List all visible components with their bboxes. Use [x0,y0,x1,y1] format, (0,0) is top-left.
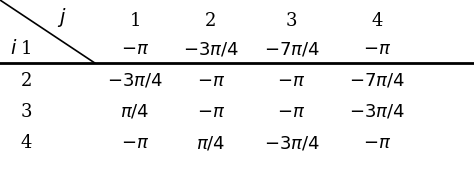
Text: $-3\pi/4$: $-3\pi/4$ [349,103,405,121]
Text: $-\pi$: $-\pi$ [277,72,306,89]
Text: $j$: $j$ [57,6,66,29]
Text: $-\pi$: $-\pi$ [197,72,225,89]
Text: $-\pi$: $-\pi$ [121,40,149,58]
Text: 4: 4 [20,135,32,152]
Text: $\pi/4$: $\pi/4$ [120,103,150,121]
Text: 2: 2 [205,12,217,30]
Text: $-\pi$: $-\pi$ [121,135,149,152]
Text: $-\pi$: $-\pi$ [197,103,225,121]
Text: $-\pi$: $-\pi$ [363,40,391,58]
Text: $i$: $i$ [10,40,18,58]
Text: $-3\pi/4$: $-3\pi/4$ [107,72,163,89]
Text: $-\pi$: $-\pi$ [363,135,391,152]
Text: 3: 3 [20,103,32,121]
Text: 3: 3 [286,12,297,30]
Text: 4: 4 [371,12,383,30]
Text: 2: 2 [20,72,32,89]
Text: 1: 1 [129,12,141,30]
Text: $-7\pi/4$: $-7\pi/4$ [264,40,319,58]
Text: $-3\pi/4$: $-3\pi/4$ [183,40,239,58]
Text: $-7\pi/4$: $-7\pi/4$ [349,72,405,89]
Text: $\pi/4$: $\pi/4$ [196,135,226,152]
Text: 1: 1 [20,40,32,58]
Text: $-3\pi/4$: $-3\pi/4$ [264,135,319,152]
Text: $-\pi$: $-\pi$ [277,103,306,121]
